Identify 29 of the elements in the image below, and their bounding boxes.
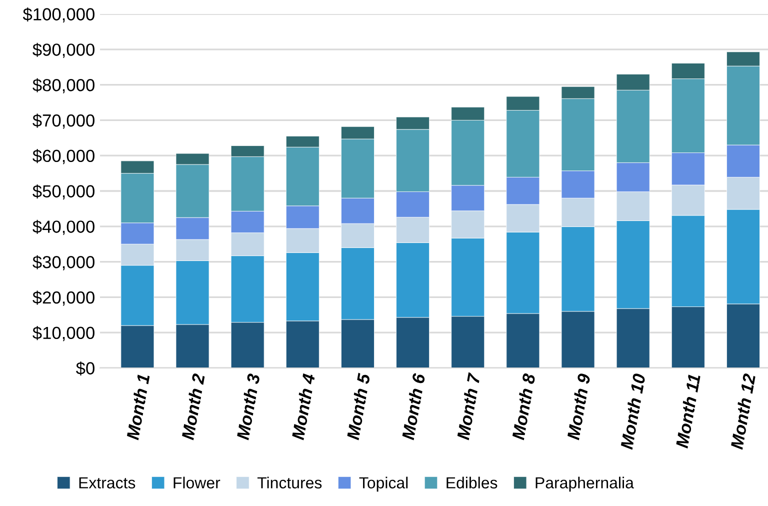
x-tick-label: Month 10	[620, 373, 646, 450]
x-tick-label: Month 4	[291, 373, 316, 440]
legend-label: Edibles	[446, 476, 498, 488]
x-tick-label: Month 8	[511, 372, 536, 440]
y-tick-label: $20,000	[32, 290, 94, 306]
x-tick-label: Month 11	[675, 374, 701, 449]
y-tick-label: $10,000	[32, 326, 94, 342]
y-tick-label: $50,000	[32, 184, 94, 200]
legend-label: Paraphernalia	[536, 476, 634, 492]
y-tick-label: $80,000	[32, 78, 94, 94]
legend-label: Topical	[359, 476, 408, 492]
legend-label: Flower	[174, 476, 220, 488]
x-tick-label: Month 7	[456, 372, 481, 440]
y-tick-label: $100,000	[22, 7, 94, 23]
y-tick-label: $40,000	[32, 220, 94, 235]
x-tick-label: Month 6	[401, 372, 426, 440]
y-tick-label: $70,000	[32, 114, 94, 129]
legend-label: Tinctures	[257, 476, 322, 488]
x-tick-label: Month 12	[730, 373, 756, 450]
x-tick-label: Month 9	[566, 372, 591, 440]
legend-label: Extracts	[79, 477, 136, 488]
x-tick-label: Month 1	[126, 374, 150, 440]
x-tick-label: Month 3	[236, 373, 260, 440]
y-tick-label: $0	[76, 361, 94, 376]
x-tick-label: Month 2	[181, 373, 206, 440]
y-tick-label: $60,000	[32, 149, 94, 164]
y-tick-label: $90,000	[32, 42, 94, 58]
y-tick-label: $30,000	[32, 255, 94, 270]
x-tick-label: Month 5	[346, 372, 370, 440]
